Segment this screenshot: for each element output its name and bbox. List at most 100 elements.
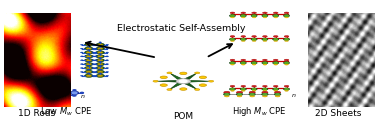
Circle shape [81,56,83,57]
Circle shape [180,88,187,90]
Circle shape [285,15,288,16]
Circle shape [94,60,97,61]
Circle shape [92,75,94,76]
Text: Electrostatic Self-Assembly: Electrostatic Self-Assembly [117,24,246,33]
Circle shape [98,63,103,65]
Circle shape [81,68,83,69]
Circle shape [263,36,267,37]
Circle shape [252,59,256,61]
Circle shape [240,15,246,17]
Circle shape [98,44,103,46]
Circle shape [274,91,280,94]
Polygon shape [188,80,210,82]
Circle shape [96,55,104,58]
Circle shape [273,88,279,90]
Circle shape [231,88,234,90]
Circle shape [263,88,266,90]
Circle shape [273,38,279,40]
Circle shape [252,40,256,42]
Circle shape [252,64,256,65]
Circle shape [262,15,268,17]
Circle shape [81,52,83,53]
Circle shape [251,88,257,90]
Circle shape [81,92,84,93]
Circle shape [284,62,290,64]
Circle shape [180,80,187,83]
Circle shape [98,67,103,69]
Circle shape [86,52,91,53]
Text: 1D Rods: 1D Rods [19,109,56,118]
Circle shape [285,64,288,65]
Circle shape [242,15,245,16]
Circle shape [284,38,290,40]
Text: High $\it{M}_w$ CPE: High $\it{M}_w$ CPE [232,105,286,118]
Circle shape [230,36,235,37]
Circle shape [195,89,200,90]
Circle shape [231,17,234,18]
Circle shape [96,47,104,50]
Circle shape [96,63,104,66]
Circle shape [273,62,279,64]
Circle shape [106,75,108,76]
Circle shape [99,69,102,70]
Circle shape [229,15,235,17]
Circle shape [63,92,66,93]
Circle shape [225,94,228,95]
Circle shape [65,92,68,93]
Text: n: n [80,94,84,99]
Circle shape [262,91,268,94]
Circle shape [195,72,200,74]
Circle shape [106,60,108,61]
Polygon shape [170,82,183,89]
Circle shape [65,97,68,98]
Circle shape [238,94,241,95]
Circle shape [92,48,94,49]
Circle shape [85,51,93,54]
Circle shape [87,46,90,47]
Circle shape [263,85,267,87]
Circle shape [56,90,59,91]
Circle shape [263,15,266,16]
Circle shape [274,15,277,16]
Circle shape [86,48,91,50]
Circle shape [262,38,268,40]
Circle shape [252,85,256,87]
Circle shape [230,59,235,61]
Circle shape [92,64,94,65]
Circle shape [263,40,267,42]
Circle shape [65,92,68,93]
Circle shape [94,71,97,72]
Circle shape [242,90,245,91]
Circle shape [263,17,267,18]
Circle shape [87,53,90,54]
Circle shape [81,71,83,72]
Circle shape [86,44,91,46]
Circle shape [241,85,246,87]
Circle shape [285,90,288,91]
Circle shape [276,94,279,95]
Circle shape [81,60,83,61]
Circle shape [240,88,246,90]
Circle shape [242,40,245,42]
Circle shape [86,71,91,73]
Circle shape [62,94,71,97]
Circle shape [285,39,288,40]
Circle shape [72,95,75,96]
Circle shape [106,71,108,72]
Circle shape [176,79,191,84]
Circle shape [262,88,268,90]
Circle shape [284,59,289,61]
Circle shape [252,12,256,14]
Circle shape [106,64,108,65]
Circle shape [98,75,103,77]
Circle shape [94,52,97,53]
Circle shape [94,44,97,45]
Circle shape [96,51,104,54]
Circle shape [242,62,245,64]
Circle shape [231,15,234,16]
Circle shape [98,59,103,61]
Circle shape [98,52,103,53]
Circle shape [96,43,104,46]
Circle shape [251,62,257,64]
Circle shape [199,76,206,79]
